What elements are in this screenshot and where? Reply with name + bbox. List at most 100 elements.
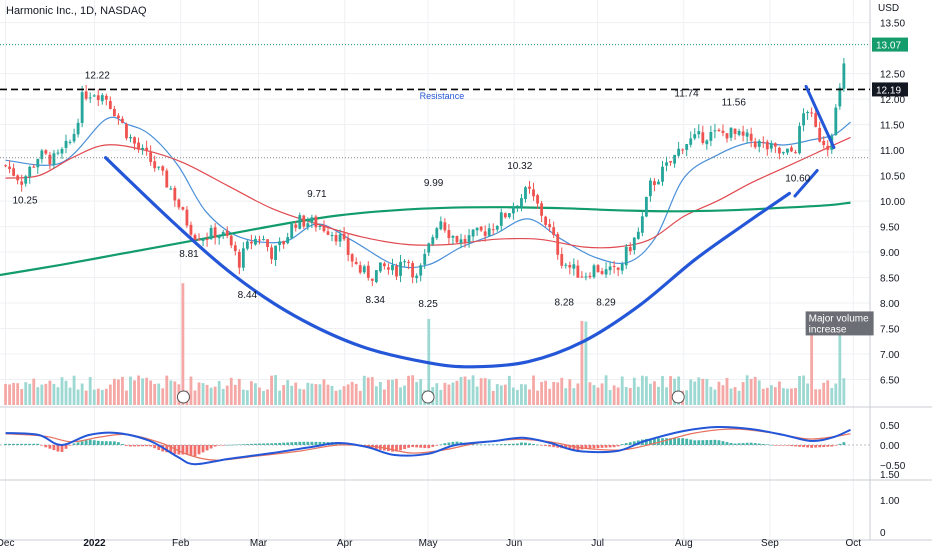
candle-body xyxy=(838,87,842,107)
moving-average-line xyxy=(5,136,851,249)
price-point-label: 10.32 xyxy=(507,161,532,172)
macd-histogram-bar xyxy=(520,442,523,445)
candle-body xyxy=(636,231,640,239)
candle-body xyxy=(495,225,499,230)
candle-body xyxy=(24,176,28,184)
volume-bar xyxy=(217,381,221,405)
candle-body xyxy=(528,186,531,189)
macd-histogram-bar xyxy=(121,444,124,445)
macd-histogram-bar xyxy=(669,438,672,445)
volume-bar xyxy=(274,375,278,405)
macd-histogram-bar xyxy=(169,445,173,454)
volume-bar xyxy=(822,382,826,405)
candle-body xyxy=(483,231,487,236)
earnings-marker-circle xyxy=(176,390,190,404)
candle-body xyxy=(632,237,636,251)
macd-histogram-bar xyxy=(157,445,161,451)
volume-bar xyxy=(330,385,334,405)
candle-body xyxy=(28,166,32,177)
candle-body xyxy=(221,231,225,235)
candlesticks[interactable] xyxy=(4,57,846,287)
candle-body xyxy=(511,207,515,214)
volume-bar xyxy=(88,377,92,405)
macd-histogram-bar xyxy=(665,438,668,445)
candle-body xyxy=(713,130,717,132)
candle-body xyxy=(491,229,495,231)
time-tick-label: Aug xyxy=(675,538,693,549)
candle-body xyxy=(516,205,519,207)
price-point-label: 9.99 xyxy=(424,178,444,189)
candle-body xyxy=(145,147,149,152)
volume-bar xyxy=(258,387,261,405)
macd-histogram-bar xyxy=(181,445,185,455)
macd-histogram-bar xyxy=(826,445,830,447)
candle-body xyxy=(620,263,624,271)
candle-body xyxy=(447,230,451,239)
price-point-label: 9.71 xyxy=(307,189,327,200)
macd-histogram-bar xyxy=(419,445,423,448)
macd-histogram-bar xyxy=(540,445,544,446)
macd-histogram-bar xyxy=(503,444,507,445)
volume-bar xyxy=(769,385,773,405)
candle-body xyxy=(68,141,72,143)
time-tick-label: Apr xyxy=(337,538,353,549)
volume-bar xyxy=(810,314,814,405)
volume-bar xyxy=(749,378,753,405)
macd-histogram-bar xyxy=(568,445,572,450)
macd-histogram-bar xyxy=(24,443,28,445)
volume-bar xyxy=(459,377,463,405)
volume-bar xyxy=(137,375,140,405)
macd-histogram-bar xyxy=(794,445,797,447)
volume-bar xyxy=(310,383,314,405)
volume-bar xyxy=(657,386,660,405)
macd-histogram-bar xyxy=(584,445,588,449)
macd-histogram-bar xyxy=(318,441,322,445)
candle-body xyxy=(125,123,128,139)
volume-bar xyxy=(491,390,495,405)
macd-histogram-bar xyxy=(802,445,805,448)
macd-histogram-bar xyxy=(274,443,278,445)
volume-bar xyxy=(709,386,713,405)
candle-body xyxy=(88,97,92,99)
macd-histogram-bar xyxy=(84,440,88,445)
candle-body xyxy=(640,216,644,233)
volume-bar xyxy=(560,377,564,405)
candle-body xyxy=(217,235,221,239)
candle-body xyxy=(274,245,278,260)
volume-bar xyxy=(374,386,378,405)
macd-histogram-bar xyxy=(201,445,205,453)
volume-bar xyxy=(201,383,205,405)
macd-histogram-bar xyxy=(620,444,624,445)
macd-histogram-bar xyxy=(564,445,568,449)
macd-histogram-bar xyxy=(16,443,20,445)
volume-bar xyxy=(463,376,467,405)
candle-body xyxy=(415,275,419,279)
candle-body xyxy=(834,107,838,136)
macd-histogram-bar xyxy=(310,441,314,445)
annotation-text: Major volume xyxy=(809,313,869,324)
macd-histogram-bar xyxy=(729,442,733,445)
macd-histogram-bar xyxy=(741,443,745,445)
cup-and-handle xyxy=(104,84,836,369)
candle-body xyxy=(677,148,681,156)
price-tick-label: 9.50 xyxy=(880,223,900,234)
candle-body xyxy=(318,225,322,227)
candle-body xyxy=(649,180,652,197)
volume-bar xyxy=(624,387,628,405)
price-point-label: 8.29 xyxy=(596,298,616,309)
macd-histogram-bar xyxy=(407,445,411,448)
macd-histogram-bar xyxy=(455,441,459,445)
candle-body xyxy=(596,265,600,273)
macd-histogram-bar xyxy=(528,443,531,445)
handle-line xyxy=(793,168,819,198)
macd-histogram-bar xyxy=(657,438,660,445)
earnings-marker-circle xyxy=(421,390,435,404)
candle-body xyxy=(794,152,797,154)
indicator-tick-label: 1.50 xyxy=(880,470,900,481)
volume-bar xyxy=(36,387,40,405)
candle-body xyxy=(342,233,346,240)
candle-body xyxy=(72,133,76,142)
volume-bar xyxy=(451,382,455,405)
volume-bar xyxy=(229,377,233,405)
